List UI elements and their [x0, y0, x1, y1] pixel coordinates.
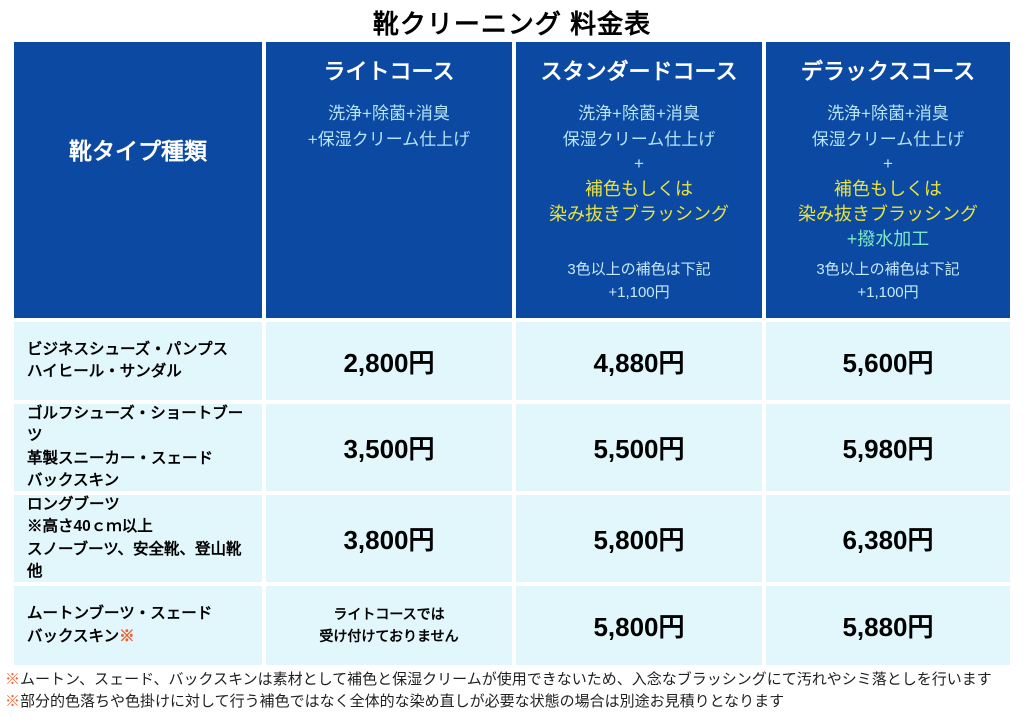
course-extra-line: 補色もしくは — [585, 178, 693, 199]
shoe-type-line: ゴルフシューズ・ショートブーツ — [27, 404, 244, 445]
price-mouton-standard: 5,800円 — [516, 586, 762, 665]
course-desc-line: 洗浄+除菌+消臭 — [827, 104, 949, 123]
shoe-type-line: ムートンブーツ・スェード — [27, 605, 213, 623]
price-golf-standard: 5,500円 — [516, 404, 762, 491]
header-course-standard: スタンダードコース 洗浄+除菌+消臭 保湿クリーム仕上げ + 補色もしくは 染み… — [516, 42, 762, 318]
price-business-standard: 4,880円 — [516, 322, 762, 400]
footnote: ※部分的色落ちや色掛けに対して行う補色ではなく全体的な染め直しが必要な状態の場合… — [5, 693, 785, 711]
shoe-type-line: ビジネスシューズ・パンプス — [27, 340, 229, 358]
price-golf-light: 3,500円 — [266, 404, 512, 491]
course-desc-line: +保湿クリーム仕上げ — [307, 129, 471, 149]
course-waterproof-line: +撥水加工 — [846, 229, 930, 250]
course-plus: + — [883, 154, 893, 173]
shoe-type-line: ※高さ40ｃｍ以上 — [27, 518, 153, 536]
course-extra-line: 染み抜きブラッシング — [549, 203, 729, 224]
surcharge-note-line: +1,100円 — [608, 283, 670, 301]
surcharge-note-line: +1,100円 — [857, 283, 919, 301]
shoe-type-longboots: ロングブーツ ※高さ40ｃｍ以上 スノーブーツ、安全靴、登山靴他 — [14, 495, 262, 582]
shoe-type-golf: ゴルフシューズ・ショートブーツ 革製スニーカー・スェード バックスキン — [14, 404, 262, 491]
price-longboots-light: 3,800円 — [266, 495, 512, 582]
pricing-table: 靴タイプ種類 ライトコース 洗浄+除菌+消臭 +保湿クリーム仕上げ スタンダード… — [14, 42, 1010, 665]
shoe-type-line: バックスキン — [27, 471, 120, 489]
unavailable-line: 受け付けておりません — [319, 627, 459, 644]
unavailable-line: ライトコースでは — [333, 605, 445, 622]
surcharge-note-line: 3色以上の補色は下記 — [567, 261, 711, 278]
shoe-type-business: ビジネスシューズ・パンプス ハイヒール・サンダル — [14, 322, 262, 400]
price-longboots-standard: 5,800円 — [516, 495, 762, 582]
shoe-type-mouton: ムートンブーツ・スェード バックスキン※ — [14, 586, 262, 665]
course-extra-line: 染み抜きブラッシング — [798, 203, 978, 224]
price-mouton-light-unavailable: ライトコースでは 受け付けておりません — [266, 586, 512, 665]
course-desc-line: 保湿クリーム仕上げ — [811, 129, 965, 149]
price-mouton-deluxe: 5,880円 — [766, 586, 1010, 665]
course-desc-line: 洗浄+除菌+消臭 — [578, 104, 700, 123]
asterisk-marker: ※ — [5, 671, 21, 688]
shoe-type-line: バックスキン※ — [27, 627, 135, 645]
course-title-standard: スタンダードコース — [540, 59, 738, 84]
header-course-light: ライトコース 洗浄+除菌+消臭 +保湿クリーム仕上げ — [266, 42, 512, 318]
header-course-deluxe: デラックスコース 洗浄+除菌+消臭 保湿クリーム仕上げ + 補色もしくは 染み抜… — [766, 42, 1010, 318]
header-shoe-type: 靴タイプ種類 — [14, 42, 262, 318]
shoe-type-line: 革製スニーカー・スェード — [27, 449, 214, 467]
course-surcharge-note: 3色以上の補色は下記 +1,100円 — [816, 259, 959, 318]
asterisk-marker: ※ — [119, 627, 135, 645]
footnotes: ※ムートン、スェード、バックスキンは素材として補色と保湿クリームが使用できないた… — [5, 669, 1019, 713]
course-desc-line: 保湿クリーム仕上げ — [562, 129, 716, 149]
course-title-light: ライトコース — [323, 59, 455, 84]
surcharge-note-line: 3色以上の補色は下記 — [816, 261, 960, 278]
course-surcharge-note: 3色以上の補色は下記 +1,100円 — [567, 259, 710, 318]
course-title-deluxe: デラックスコース — [800, 59, 976, 84]
shoe-type-line: ハイヒール・サンダル — [27, 363, 182, 380]
shoe-type-line: スノーブーツ、安全靴、登山靴他 — [27, 540, 242, 580]
course-plus: + — [634, 154, 644, 173]
shoe-type-line: ロングブーツ — [27, 495, 120, 513]
price-golf-deluxe: 5,980円 — [766, 404, 1010, 491]
footnote: ※ムートン、スェード、バックスキンは素材として補色と保湿クリームが使用できないた… — [5, 671, 992, 688]
price-business-deluxe: 5,600円 — [766, 322, 1010, 400]
price-business-light: 2,800円 — [266, 322, 512, 400]
course-desc-line: 洗浄+除菌+消臭 — [328, 104, 450, 123]
course-extra-line: 補色もしくは — [834, 178, 942, 199]
asterisk-marker: ※ — [5, 693, 21, 711]
price-longboots-deluxe: 6,380円 — [766, 495, 1010, 582]
page-title: 靴クリーニング 料金表 — [372, 9, 652, 39]
